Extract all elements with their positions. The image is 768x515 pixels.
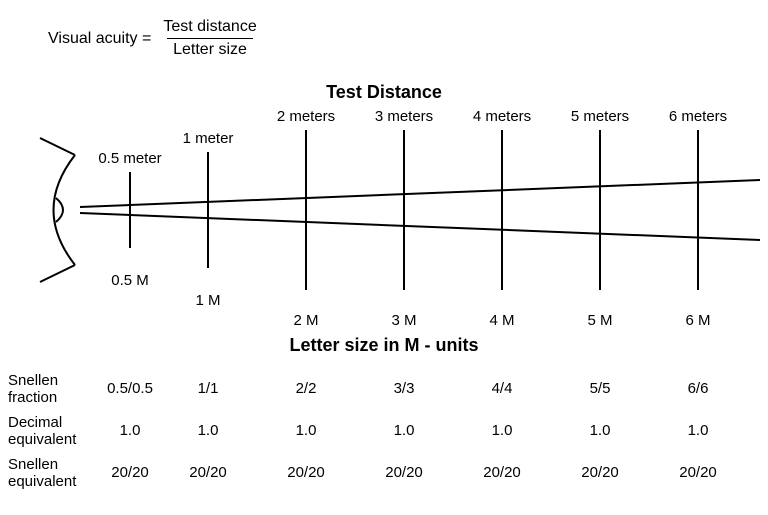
- table-cell: 20/20: [385, 464, 423, 481]
- letter-size-label: 0.5 M: [111, 272, 149, 289]
- acuity-diagram: 0.5 meter 0.5 M 1 meter 1 M 2 meters 2 M 3 met…: [0, 100, 768, 330]
- table-cell: 20/20: [189, 464, 227, 481]
- diagram-svg: [0, 100, 768, 330]
- table-row: Snellenequivalent20/2020/2020/2020/2020/…: [0, 454, 768, 496]
- distance-label: 1 meter: [183, 130, 234, 147]
- distance-label: 6 meters: [669, 108, 727, 125]
- table-cell: 1.0: [198, 422, 219, 439]
- letter-size-label: 1 M: [195, 292, 220, 309]
- letter-size-title: Letter size in M - units: [0, 335, 768, 356]
- table-cell: 1.0: [120, 422, 141, 439]
- table-cell: 3/3: [394, 380, 415, 397]
- table-cell: 20/20: [581, 464, 619, 481]
- formula-lhs: Visual acuity =: [48, 30, 151, 48]
- letter-size-label: 2 M: [293, 312, 318, 329]
- visual-acuity-formula: Visual acuity = Test distance Letter siz…: [48, 18, 263, 59]
- letter-size-label: 5 M: [587, 312, 612, 329]
- row-label: Snellenfraction: [8, 372, 108, 407]
- table-cell: 1.0: [394, 422, 415, 439]
- distance-label: 2 meters: [277, 108, 335, 125]
- letter-size-label: 3 M: [391, 312, 416, 329]
- table-cell: 5/5: [590, 380, 611, 397]
- table-row: Decimalequivalent 1.0 1.0 1.0 1.0 1.0 1.0 1.0: [0, 412, 768, 454]
- table-cell: 1.0: [688, 422, 709, 439]
- table-cell: 0.5/0.5: [107, 380, 153, 397]
- formula-fraction: Test distance Letter size: [157, 18, 262, 59]
- table-row: Snellenfraction0.5/0.5 1/1 2/2 3/3 4/4 5/5 6/6: [0, 370, 768, 412]
- distance-label: 3 meters: [375, 108, 433, 125]
- table-cell: 20/20: [111, 464, 149, 481]
- table-cell: 2/2: [296, 380, 317, 397]
- table-cell: 4/4: [492, 380, 513, 397]
- table-cell: 1.0: [492, 422, 513, 439]
- table-cell: 20/20: [483, 464, 521, 481]
- letter-size-label: 6 M: [685, 312, 710, 329]
- distance-label: 5 meters: [571, 108, 629, 125]
- table-cell: 6/6: [688, 380, 709, 397]
- table-cell: 20/20: [287, 464, 325, 481]
- distance-label: 0.5 meter: [98, 150, 161, 167]
- row-label: Decimalequivalent: [8, 414, 108, 449]
- letter-size-label: 4 M: [489, 312, 514, 329]
- formula-denominator: Letter size: [167, 38, 253, 59]
- acuity-table: Snellenfraction0.5/0.5 1/1 2/2 3/3 4/4 5/5 6/6…: [0, 370, 768, 496]
- table-cell: 1.0: [590, 422, 611, 439]
- table-cell: 1/1: [198, 380, 219, 397]
- table-cell: 1.0: [296, 422, 317, 439]
- table-cell: 20/20: [679, 464, 717, 481]
- formula-numerator: Test distance: [157, 18, 262, 38]
- distance-label: 4 meters: [473, 108, 531, 125]
- row-label: Snellenequivalent: [8, 456, 108, 491]
